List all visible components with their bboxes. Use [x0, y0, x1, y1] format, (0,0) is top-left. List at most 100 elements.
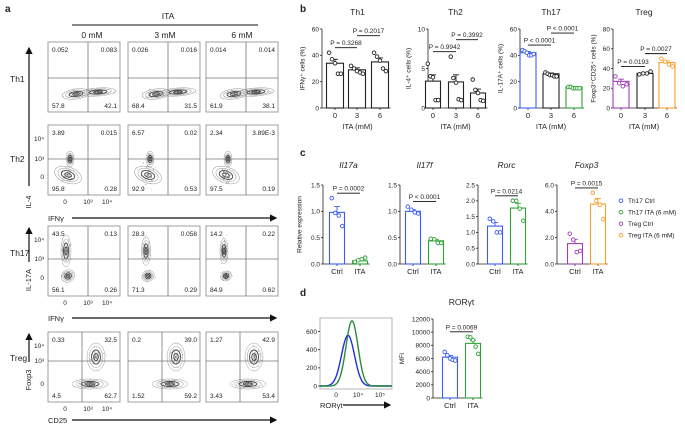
- y-tick-label: 0: [40, 275, 44, 282]
- flow-plot-th17-0: [47, 225, 121, 297]
- data-point: [436, 97, 441, 103]
- event-dot: [144, 255, 146, 257]
- event-dot: [106, 354, 107, 356]
- quadrant-value-ul: 1.27: [210, 337, 223, 344]
- contour: [85, 382, 95, 386]
- event-dot: [173, 349, 174, 350]
- x-tick-label: 10³: [83, 199, 93, 206]
- event-dot: [224, 243, 226, 245]
- event-dot: [168, 383, 170, 385]
- quadrant-value-ll: 56.1: [52, 287, 65, 294]
- event-dot: [236, 98, 238, 100]
- event-dot: [246, 90, 248, 92]
- event-dot: [90, 379, 91, 380]
- y-tick-label: 0.5: [466, 246, 475, 253]
- event-dot: [148, 92, 149, 94]
- event-dot: [234, 94, 236, 95]
- event-dot: [260, 354, 262, 355]
- event-dot: [226, 171, 227, 172]
- data-point: [432, 236, 437, 242]
- contour: [159, 87, 197, 97]
- event-dot: [172, 379, 174, 381]
- y-tick-label: 2000: [416, 382, 431, 389]
- y-tick-label: 60: [603, 46, 611, 53]
- contour: [64, 272, 72, 280]
- event-dot: [144, 183, 146, 185]
- event-dot: [255, 91, 257, 93]
- event-dot: [171, 350, 173, 351]
- event-dot: [69, 175, 71, 177]
- event-dot: [65, 270, 66, 272]
- event-dot: [70, 94, 72, 96]
- event-dot: [145, 245, 147, 247]
- data-point: [624, 82, 629, 87]
- event-dot: [96, 357, 98, 359]
- event-dot: [231, 170, 233, 171]
- event-dot: [174, 350, 176, 352]
- histogram-frame: [319, 317, 393, 390]
- plot-frame: [127, 331, 201, 403]
- event-dot: [69, 244, 71, 245]
- event-dot: [229, 168, 231, 170]
- event-dot: [90, 92, 91, 93]
- event-dot: [162, 96, 164, 97]
- event-dot: [65, 250, 66, 252]
- data-point: [459, 97, 464, 103]
- event-dot: [164, 89, 165, 90]
- data-point: [430, 74, 436, 80]
- event-dot: [229, 180, 230, 181]
- p-value-label: P = 0.0002: [333, 186, 365, 193]
- event-dot: [107, 92, 109, 94]
- event-dot: [147, 247, 148, 249]
- event-dot: [254, 357, 256, 358]
- p-value-label: P < 0.0001: [547, 26, 579, 33]
- plot-frame: [205, 331, 279, 403]
- event-dot: [157, 93, 159, 95]
- x-axis-label: IFNγ: [48, 214, 64, 223]
- event-dot: [144, 259, 146, 261]
- y-tick-label: 400: [306, 347, 317, 354]
- event-dot: [78, 383, 80, 385]
- y-tick-label: 40: [603, 66, 611, 73]
- data-point: [453, 80, 459, 85]
- event-dot: [174, 361, 175, 363]
- event-dot: [68, 175, 70, 176]
- data-point: [380, 66, 386, 71]
- event-dot: [253, 382, 255, 384]
- x-tick-label: 0: [333, 111, 337, 120]
- event-dot: [192, 91, 194, 93]
- event-dot: [253, 356, 255, 358]
- contour: [62, 238, 70, 264]
- event-dot: [227, 169, 228, 171]
- data-point: [601, 216, 606, 222]
- event-dot: [89, 383, 91, 385]
- event-dot: [146, 256, 147, 258]
- quadrant-value-lr: 38.1: [262, 103, 275, 110]
- event-dot: [221, 244, 223, 246]
- event-dot: [67, 162, 69, 164]
- data-point: [363, 255, 368, 260]
- event-dot: [145, 245, 146, 247]
- event-dot: [68, 154, 70, 155]
- data-point: [439, 240, 444, 246]
- p-value-label: P = 0.2017: [353, 28, 385, 35]
- data-point: [620, 84, 626, 89]
- y-tick-label: 8000: [416, 343, 431, 350]
- event-dot: [82, 384, 84, 386]
- y-tick-label: 1.0: [388, 209, 397, 216]
- contour: [60, 269, 76, 283]
- event-dot: [83, 382, 85, 383]
- event-dot: [67, 174, 68, 175]
- flow-plot-th1-0: [47, 41, 121, 113]
- event-dot: [63, 277, 65, 278]
- event-dot: [240, 383, 242, 384]
- quadrant-value-ur: 0.058: [181, 231, 198, 238]
- event-dot: [95, 354, 96, 356]
- event-dot: [63, 253, 65, 255]
- event-dot: [142, 257, 143, 258]
- event-dot: [97, 91, 98, 93]
- quadrant-value-ul: 0.33: [52, 337, 65, 344]
- legend-marker: [618, 232, 624, 238]
- row-label-treg: Treg: [10, 353, 27, 363]
- data-point: [470, 337, 476, 343]
